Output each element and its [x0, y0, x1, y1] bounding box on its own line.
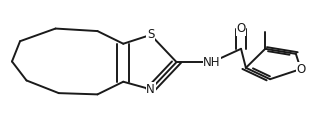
Text: NH: NH — [203, 56, 221, 69]
Text: N: N — [146, 83, 155, 96]
Text: S: S — [147, 28, 155, 41]
Text: O: O — [296, 63, 305, 76]
Text: O: O — [237, 22, 246, 35]
